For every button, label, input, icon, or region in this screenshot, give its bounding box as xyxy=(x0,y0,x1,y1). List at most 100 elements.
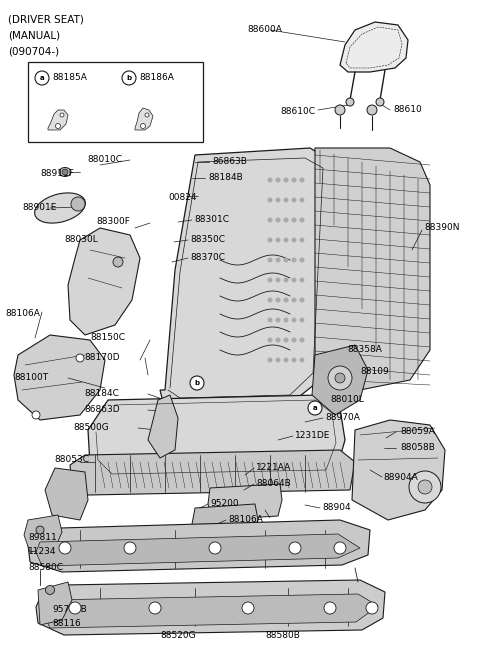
Text: 88610C: 88610C xyxy=(280,108,315,117)
Circle shape xyxy=(284,337,288,342)
Polygon shape xyxy=(312,345,368,415)
Circle shape xyxy=(284,318,288,323)
Polygon shape xyxy=(135,108,153,130)
Circle shape xyxy=(291,178,297,182)
Text: 00824: 00824 xyxy=(168,194,196,203)
Text: 88904: 88904 xyxy=(322,504,350,512)
Circle shape xyxy=(276,298,280,302)
Text: 88109: 88109 xyxy=(360,367,389,377)
Circle shape xyxy=(284,178,288,182)
Circle shape xyxy=(267,298,273,302)
Circle shape xyxy=(276,337,280,342)
Text: 95720B: 95720B xyxy=(52,605,87,615)
Circle shape xyxy=(300,337,304,342)
Polygon shape xyxy=(340,22,408,72)
Polygon shape xyxy=(38,582,72,625)
Ellipse shape xyxy=(59,167,71,176)
Text: b: b xyxy=(126,75,132,81)
Text: 88610: 88610 xyxy=(393,106,422,115)
Circle shape xyxy=(376,98,384,106)
Text: 95200: 95200 xyxy=(210,499,239,508)
Circle shape xyxy=(346,98,354,106)
Circle shape xyxy=(145,113,149,117)
Circle shape xyxy=(276,318,280,323)
Circle shape xyxy=(59,542,71,554)
Circle shape xyxy=(284,258,288,262)
Circle shape xyxy=(300,197,304,203)
Circle shape xyxy=(366,602,378,614)
Circle shape xyxy=(291,337,297,342)
Circle shape xyxy=(418,480,432,494)
Circle shape xyxy=(190,376,204,390)
Polygon shape xyxy=(36,580,385,635)
Text: 88116: 88116 xyxy=(52,619,81,628)
Text: 89811: 89811 xyxy=(28,533,57,541)
Circle shape xyxy=(300,277,304,283)
Circle shape xyxy=(32,411,40,419)
Circle shape xyxy=(300,218,304,222)
Polygon shape xyxy=(36,534,360,566)
Circle shape xyxy=(324,602,336,614)
Text: 88030L: 88030L xyxy=(64,236,98,245)
Circle shape xyxy=(276,178,280,182)
Text: 88106A: 88106A xyxy=(5,308,40,318)
Circle shape xyxy=(284,277,288,283)
Circle shape xyxy=(291,358,297,363)
Circle shape xyxy=(69,602,81,614)
Circle shape xyxy=(113,257,123,267)
FancyBboxPatch shape xyxy=(28,62,203,142)
Text: 88100T: 88100T xyxy=(14,373,48,382)
Text: b: b xyxy=(194,380,200,386)
Text: 88010L: 88010L xyxy=(330,396,364,405)
Polygon shape xyxy=(45,468,88,520)
Circle shape xyxy=(291,218,297,222)
Circle shape xyxy=(276,218,280,222)
Circle shape xyxy=(276,358,280,363)
Text: 88580B: 88580B xyxy=(265,632,300,640)
Text: 88186A: 88186A xyxy=(139,73,174,83)
Text: 88370C: 88370C xyxy=(190,253,225,262)
Text: 88390N: 88390N xyxy=(424,224,459,232)
Circle shape xyxy=(267,358,273,363)
Circle shape xyxy=(308,401,322,415)
Circle shape xyxy=(291,258,297,262)
Circle shape xyxy=(276,197,280,203)
Polygon shape xyxy=(44,594,378,628)
Text: 88170D: 88170D xyxy=(84,354,120,363)
Circle shape xyxy=(300,237,304,243)
Text: 88580C: 88580C xyxy=(28,564,63,573)
Circle shape xyxy=(409,471,441,503)
Circle shape xyxy=(267,218,273,222)
Circle shape xyxy=(267,277,273,283)
Circle shape xyxy=(291,277,297,283)
Circle shape xyxy=(267,337,273,342)
Ellipse shape xyxy=(35,193,85,223)
Circle shape xyxy=(284,197,288,203)
Text: 88184C: 88184C xyxy=(84,390,119,398)
Polygon shape xyxy=(70,450,355,495)
Circle shape xyxy=(124,542,136,554)
Text: 88059A: 88059A xyxy=(400,428,435,436)
Circle shape xyxy=(267,258,273,262)
Polygon shape xyxy=(160,148,330,405)
Polygon shape xyxy=(48,110,68,130)
Polygon shape xyxy=(28,520,370,572)
Text: a: a xyxy=(40,75,44,81)
Circle shape xyxy=(289,542,301,554)
Text: 88185A: 88185A xyxy=(52,73,87,83)
Text: 1231DE: 1231DE xyxy=(295,432,330,440)
Circle shape xyxy=(291,298,297,302)
Circle shape xyxy=(56,123,60,129)
Text: 88911F: 88911F xyxy=(40,169,74,178)
Text: 88600A: 88600A xyxy=(247,26,282,35)
Polygon shape xyxy=(68,228,140,335)
Circle shape xyxy=(367,105,377,115)
Text: a: a xyxy=(312,405,317,411)
Circle shape xyxy=(267,318,273,323)
Circle shape xyxy=(300,358,304,363)
Circle shape xyxy=(300,258,304,262)
Text: 1221AA: 1221AA xyxy=(256,464,291,472)
Text: 88064B: 88064B xyxy=(256,480,291,489)
Text: 88106A: 88106A xyxy=(228,516,263,525)
Polygon shape xyxy=(148,395,178,458)
